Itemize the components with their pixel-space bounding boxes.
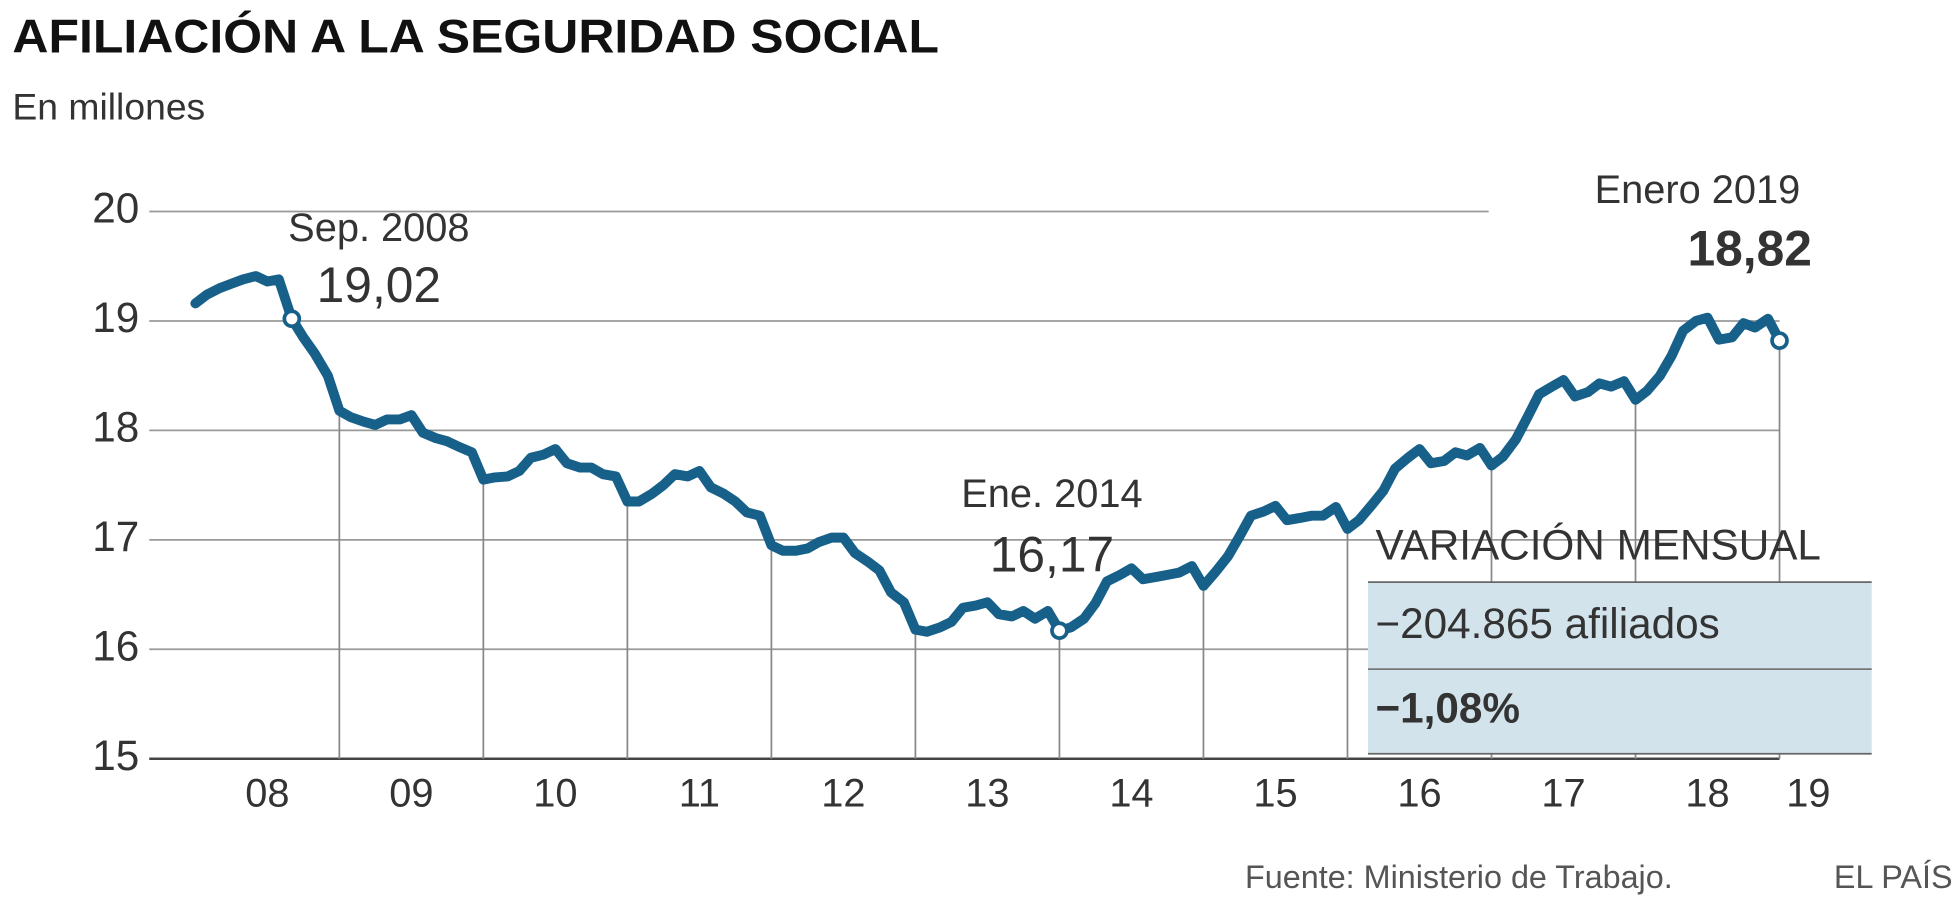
annotation-label: Sep. 2008 (288, 206, 469, 250)
x-tick-label: 11 (679, 772, 720, 816)
x-tick-label: 08 (245, 772, 289, 816)
x-tick-label: 15 (1253, 772, 1297, 816)
highlight-point (282, 309, 302, 329)
box-row: −1,08% (1375, 685, 1520, 732)
brand: EL PAÍS (1834, 859, 1953, 895)
highlight-point (1050, 621, 1069, 641)
x-tick-label: 10 (533, 772, 577, 816)
x-tick-label: 14 (1109, 772, 1153, 816)
box-row: −204.865 afiliados (1375, 600, 1719, 647)
highlight-point (1770, 331, 1789, 350)
annotation-value: 18,82 (1687, 220, 1811, 276)
annotation-value: 16,17 (990, 527, 1114, 583)
chart-subtitle: En millones (12, 85, 205, 127)
box-title: VARIACIÓN MENSUAL (1375, 522, 1820, 569)
data-line (190, 271, 1785, 637)
x-tick-label: 09 (389, 772, 433, 816)
y-tick-label: 19 (92, 294, 139, 341)
x-tick-label: 18 (1685, 772, 1729, 816)
x-tick-label: 19 (1786, 772, 1830, 816)
y-tick-label: 20 (92, 185, 139, 232)
y-tick-label: 18 (92, 404, 139, 451)
y-tick-label: 17 (92, 513, 139, 560)
annotation-label: Ene. 2014 (961, 472, 1142, 516)
source: Fuente: Ministerio de Trabajo. (1245, 859, 1673, 895)
y-tick-label: 16 (92, 622, 139, 669)
x-tick-label: 16 (1397, 772, 1441, 816)
y-tick-label: 15 (92, 732, 139, 779)
x-tick-label: 12 (821, 772, 865, 816)
chart-title: AFILIACIÓN A LA SEGURIDAD SOCIAL (12, 8, 939, 63)
annotation-value: 19,02 (317, 257, 441, 313)
summary-box (1368, 582, 1872, 754)
x-tick-label: 13 (965, 772, 1009, 816)
annotation-label: Enero 2019 (1595, 168, 1801, 212)
x-tick-label: 17 (1541, 772, 1585, 816)
